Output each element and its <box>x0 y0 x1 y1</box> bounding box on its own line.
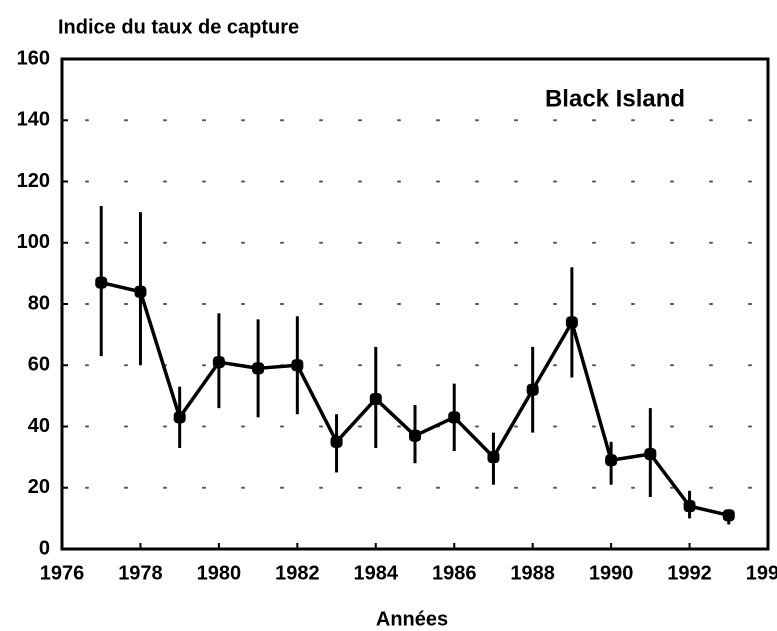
point <box>644 448 657 461</box>
x-tick-label: 1980 <box>197 562 242 584</box>
x-tick-label: 1986 <box>432 562 477 584</box>
point <box>291 359 304 372</box>
point <box>487 451 500 464</box>
y-tick-label: 60 <box>28 354 50 376</box>
y-tick-label: 40 <box>28 415 50 437</box>
point <box>722 509 735 522</box>
x-tick-label: 1978 <box>118 562 163 584</box>
x-tick-label: 1994 <box>746 562 777 584</box>
y-tick-label: 120 <box>17 170 50 192</box>
point <box>212 356 225 369</box>
point <box>448 411 461 424</box>
y-tick-label: 140 <box>17 109 50 131</box>
y-tick-label: 20 <box>28 476 50 498</box>
x-tick-label: 1976 <box>40 562 85 584</box>
x-tick-label: 1990 <box>589 562 634 584</box>
x-tick-label: 1988 <box>510 562 555 584</box>
point <box>252 362 265 375</box>
point <box>409 429 421 442</box>
point <box>526 383 539 396</box>
y-tick-label: 80 <box>28 292 50 314</box>
y-axis-title: Indice du taux de capture <box>58 16 299 38</box>
x-tick-label: 1984 <box>354 562 399 584</box>
line <box>100 280 730 518</box>
point <box>369 392 382 405</box>
annotation: Black Island <box>545 85 685 112</box>
x-axis-title: Années <box>376 608 448 630</box>
point <box>95 276 108 289</box>
x-tick-label: 1982 <box>275 562 320 584</box>
point <box>605 454 618 467</box>
y-tick-label: 100 <box>17 231 50 253</box>
point <box>683 500 696 513</box>
plot-frame <box>60 57 770 551</box>
point <box>134 285 147 298</box>
y-tick-label: 0 <box>39 537 50 559</box>
point <box>173 411 186 424</box>
point <box>565 316 578 329</box>
y-tick-label: 160 <box>17 47 50 69</box>
point <box>330 435 343 448</box>
x-tick-label: 1992 <box>667 562 712 584</box>
